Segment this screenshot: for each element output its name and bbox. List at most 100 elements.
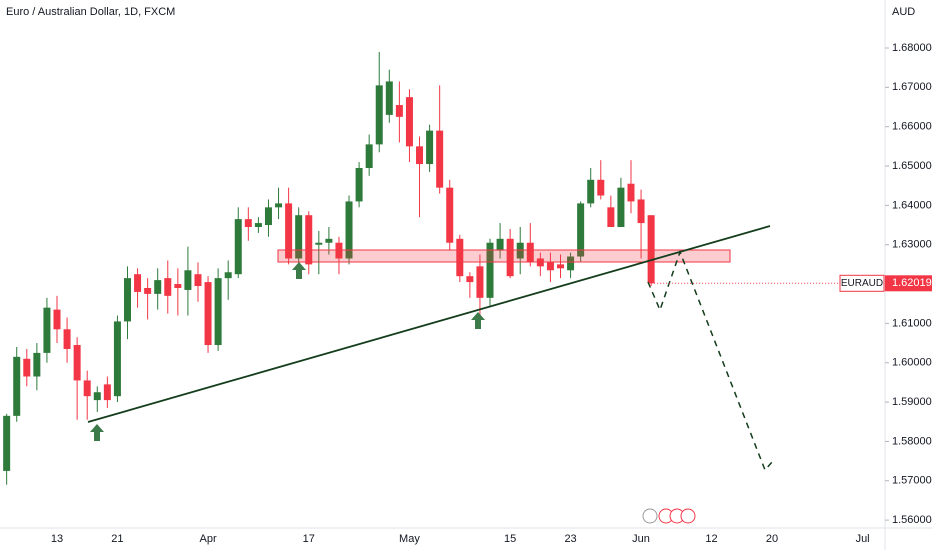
x-tick-label: 12 xyxy=(705,533,717,545)
candle-body xyxy=(144,287,152,294)
event-icon[interactable] xyxy=(680,508,696,524)
candle-body xyxy=(446,187,454,243)
x-tick-label: 23 xyxy=(564,533,576,545)
candle-body xyxy=(315,242,323,245)
candle-body xyxy=(516,242,524,259)
candle-body xyxy=(385,81,393,115)
candle-body xyxy=(345,201,353,259)
y-tick-label: 1.60000 xyxy=(892,357,932,369)
candle-body xyxy=(174,284,182,288)
candle-body xyxy=(577,203,585,257)
up-arrow xyxy=(90,424,104,441)
candle-body xyxy=(204,282,212,346)
candle-body xyxy=(194,274,202,287)
candle-body xyxy=(13,356,21,416)
x-tick-label: 15 xyxy=(504,533,516,545)
candle-body xyxy=(184,270,192,290)
x-tick-label: Jun xyxy=(632,533,650,545)
currency-label: AUD xyxy=(892,6,915,18)
candle-body xyxy=(607,207,615,228)
x-tick-label: May xyxy=(399,533,420,545)
candle-body xyxy=(546,262,554,271)
y-tick-label: 1.56000 xyxy=(892,514,932,526)
candle-body xyxy=(134,274,142,292)
x-tick-label: 17 xyxy=(303,533,315,545)
candle-body xyxy=(275,203,283,208)
candle-body xyxy=(285,203,293,259)
candle-body xyxy=(123,278,131,322)
candle-body xyxy=(506,238,514,277)
candle-body xyxy=(496,238,504,251)
candle-body xyxy=(53,309,61,330)
candle-body xyxy=(83,380,91,397)
up-arrow xyxy=(471,312,485,329)
trend-line xyxy=(87,225,771,423)
y-tick-label: 1.59000 xyxy=(892,396,932,408)
candle-body xyxy=(466,276,474,283)
candle-body xyxy=(33,352,41,377)
y-tick-label: 1.63000 xyxy=(892,239,932,251)
x-tick-label: 20 xyxy=(766,533,778,545)
candle-body xyxy=(63,329,71,349)
candle-body xyxy=(113,321,121,397)
y-tick-label: 1.67000 xyxy=(892,81,932,93)
candle-body xyxy=(416,146,424,165)
y-tick-label: 1.57000 xyxy=(892,475,932,487)
candle-body xyxy=(456,238,464,277)
candle-body xyxy=(325,238,333,243)
event-icon[interactable] xyxy=(642,508,658,524)
y-tick-label: 1.68000 xyxy=(892,42,932,54)
y-tick-label: 1.66000 xyxy=(892,121,932,133)
candle-body xyxy=(335,242,343,259)
candle-body xyxy=(214,278,222,346)
candle-body xyxy=(355,167,363,202)
drawings xyxy=(87,225,773,524)
candle-body xyxy=(23,358,31,377)
candle-body xyxy=(224,272,232,279)
candle-body xyxy=(305,215,313,265)
symbol-tag xyxy=(839,274,885,292)
candle-body xyxy=(637,199,645,224)
candle-body xyxy=(436,130,444,188)
y-tick-label: 1.61000 xyxy=(892,317,932,329)
x-tick-label: Jul xyxy=(856,533,870,545)
candle-body xyxy=(264,207,272,226)
candle-body xyxy=(93,392,101,401)
candle-body xyxy=(375,85,383,145)
candle-body xyxy=(567,256,575,271)
candle-body xyxy=(395,105,403,117)
x-tick-label: 21 xyxy=(111,533,123,545)
candle-body xyxy=(647,215,655,284)
candle-body xyxy=(154,280,162,294)
y-tick-label: 1.65000 xyxy=(892,160,932,172)
y-tick-label: 1.58000 xyxy=(892,435,932,447)
candle-body xyxy=(234,219,242,275)
candle-body xyxy=(164,278,172,296)
chart-title: Euro / Australian Dollar, 1D, FXCM xyxy=(6,6,175,18)
candle-body xyxy=(254,223,262,228)
price-tag xyxy=(885,275,932,292)
candle-body xyxy=(476,266,484,298)
y-tick-label: 1.64000 xyxy=(892,199,932,211)
candle-body xyxy=(365,144,373,168)
candle-body xyxy=(43,307,51,353)
candle-body xyxy=(426,130,434,165)
up-arrow xyxy=(292,262,306,279)
resistance-zone xyxy=(277,249,731,263)
candle-body xyxy=(587,179,595,204)
candle-body xyxy=(597,179,605,196)
candle-body xyxy=(405,97,413,147)
candle-body xyxy=(557,264,564,269)
axes: 1.56000 1.57000 1.58000 1.59000 1.60000 1.610… xyxy=(51,42,932,545)
candle-body xyxy=(103,384,111,401)
x-tick-label: Apr xyxy=(199,533,216,545)
candle-body xyxy=(3,415,11,471)
symbol-label: EURAUD xyxy=(841,278,883,289)
candle-body xyxy=(526,242,534,263)
price-label: 1.62019 xyxy=(892,277,932,289)
candle-body xyxy=(486,242,494,298)
candle-body xyxy=(244,219,252,228)
candle-body xyxy=(627,183,635,202)
